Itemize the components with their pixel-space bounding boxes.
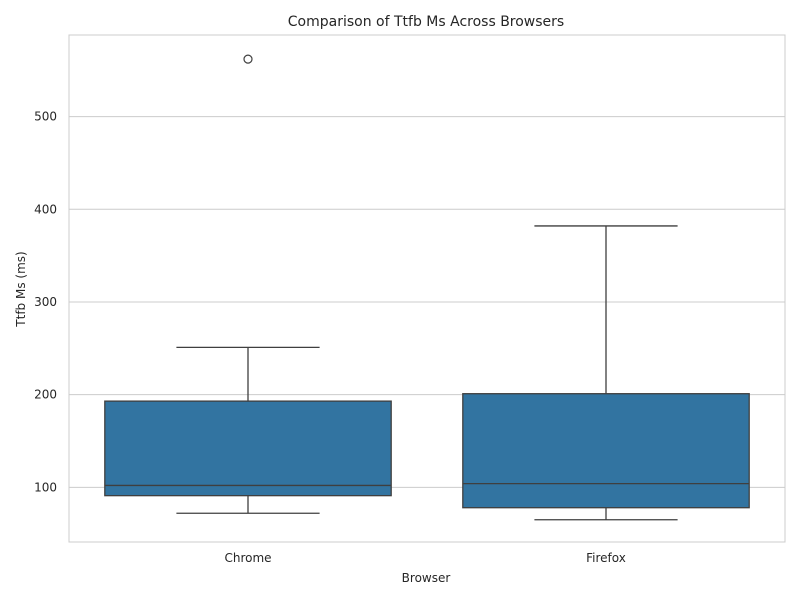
- plot-frame: [68, 34, 786, 543]
- x-tick-label: Firefox: [586, 551, 626, 565]
- box-group-chrome: [104, 54, 392, 514]
- outlier-point: [243, 54, 253, 64]
- y-tick-label: 500: [34, 110, 57, 124]
- y-tick-label: 400: [34, 202, 57, 216]
- y-tick-label: 200: [34, 388, 57, 402]
- y-tick-label: 100: [34, 480, 57, 494]
- x-axis-ticks: Chrome Firefox: [224, 551, 625, 565]
- chart-title: Comparison of Ttfb Ms Across Browsers: [288, 14, 564, 30]
- y-axis-label: Ttfb Ms (ms): [14, 251, 28, 327]
- boxes: [104, 54, 750, 521]
- box-group-firefox: [462, 225, 750, 521]
- iqr-box: [462, 393, 750, 509]
- iqr-box: [104, 400, 392, 497]
- x-tick-label: Chrome: [224, 551, 271, 565]
- x-axis-label: Browser: [402, 571, 451, 585]
- y-tick-label: 300: [34, 295, 57, 309]
- y-axis-ticks: 100 200 300 400 500: [34, 110, 57, 495]
